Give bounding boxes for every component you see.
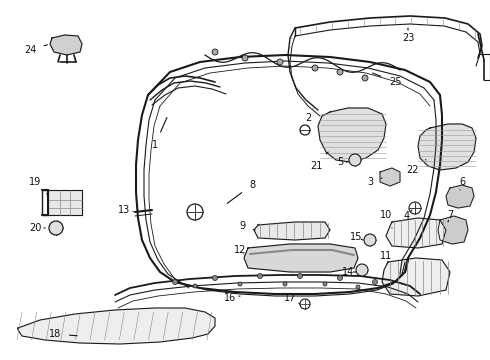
Polygon shape	[380, 168, 400, 186]
Text: 19: 19	[29, 177, 48, 195]
Text: 13: 13	[118, 205, 133, 215]
Circle shape	[258, 274, 263, 279]
Circle shape	[212, 49, 218, 55]
Circle shape	[283, 282, 287, 286]
Circle shape	[349, 154, 361, 166]
Circle shape	[297, 274, 302, 279]
Text: 8: 8	[227, 180, 255, 203]
Text: 7: 7	[447, 210, 453, 222]
Text: 23: 23	[402, 28, 414, 43]
Polygon shape	[438, 216, 468, 244]
Circle shape	[362, 75, 368, 81]
Circle shape	[364, 234, 376, 246]
Circle shape	[213, 275, 218, 280]
Text: 12: 12	[234, 245, 246, 255]
Circle shape	[356, 264, 368, 276]
Circle shape	[338, 275, 343, 280]
Text: 17: 17	[284, 293, 300, 304]
Text: 6: 6	[459, 177, 465, 190]
Text: 2: 2	[305, 113, 311, 126]
Text: 18: 18	[49, 329, 77, 339]
Polygon shape	[382, 258, 450, 296]
Circle shape	[323, 282, 327, 286]
Text: 16: 16	[224, 293, 240, 303]
Text: 21: 21	[310, 152, 328, 171]
Polygon shape	[50, 35, 82, 55]
Polygon shape	[48, 190, 82, 215]
Polygon shape	[418, 124, 476, 170]
Text: 14: 14	[342, 267, 356, 277]
Text: 4: 4	[404, 210, 412, 221]
Text: 9: 9	[239, 221, 255, 231]
Text: 11: 11	[380, 251, 392, 264]
Polygon shape	[254, 222, 330, 240]
Text: 1: 1	[152, 118, 167, 150]
Text: 24: 24	[24, 45, 48, 55]
Polygon shape	[446, 185, 474, 208]
Circle shape	[242, 55, 248, 61]
Circle shape	[277, 59, 283, 65]
Text: 10: 10	[380, 210, 392, 228]
Text: 15: 15	[350, 232, 363, 242]
Text: 3: 3	[367, 177, 382, 187]
Circle shape	[193, 284, 197, 288]
Polygon shape	[18, 308, 215, 344]
Circle shape	[238, 282, 242, 286]
Text: 22: 22	[406, 160, 426, 175]
Circle shape	[372, 279, 377, 284]
Circle shape	[172, 279, 177, 284]
Polygon shape	[386, 218, 446, 248]
Text: 20: 20	[29, 223, 45, 233]
Circle shape	[312, 65, 318, 71]
Circle shape	[337, 69, 343, 75]
Circle shape	[356, 285, 360, 289]
Polygon shape	[318, 108, 386, 162]
Circle shape	[49, 221, 63, 235]
Polygon shape	[244, 244, 358, 272]
Text: 25: 25	[372, 73, 401, 87]
Text: 5: 5	[337, 157, 347, 167]
